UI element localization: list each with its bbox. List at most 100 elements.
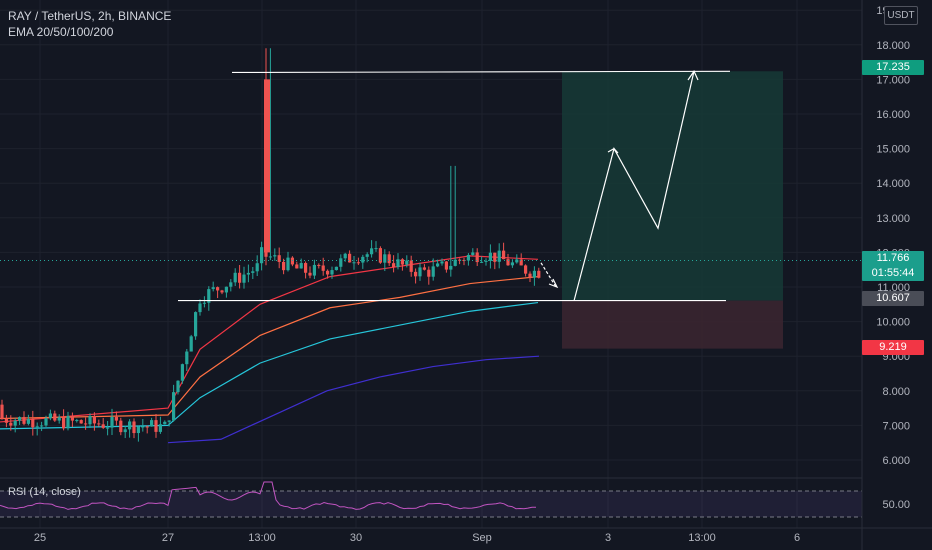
candle-body xyxy=(57,417,61,421)
y-tick-label: 18.000 xyxy=(876,40,910,52)
candle-body xyxy=(216,287,220,291)
candle-body xyxy=(260,247,264,264)
candle-body xyxy=(383,254,387,263)
candle-body xyxy=(532,270,536,278)
ema-line-1 xyxy=(0,255,539,423)
ema-line-2 xyxy=(0,276,539,420)
candle-body xyxy=(286,257,290,271)
candle-body xyxy=(392,263,396,268)
candle-body xyxy=(4,418,8,423)
currency-badge[interactable]: USDT xyxy=(884,6,918,25)
candle-body xyxy=(422,267,426,270)
candle-body xyxy=(101,424,105,428)
drop-arrowhead xyxy=(548,278,559,289)
candle-body xyxy=(528,273,532,278)
candle-body xyxy=(348,253,352,263)
projection-arrowhead xyxy=(687,70,699,81)
target-zone xyxy=(562,71,783,301)
projection-path xyxy=(573,71,695,301)
grid-lines xyxy=(0,0,862,528)
candle-body xyxy=(352,262,356,264)
candle-body xyxy=(22,417,26,424)
candle-body xyxy=(106,427,110,429)
candle-body xyxy=(176,380,180,393)
candle-body xyxy=(53,413,57,421)
candle-body xyxy=(211,287,215,290)
candle-body xyxy=(18,417,22,421)
candle-body xyxy=(427,269,431,277)
candle-body xyxy=(356,262,360,264)
candle-body xyxy=(370,248,374,255)
candle-body xyxy=(475,252,479,263)
rsi-tick-label: 50.00 xyxy=(882,499,910,511)
candle-body xyxy=(119,420,123,433)
drop-arrow xyxy=(540,262,557,288)
spike-candle-body xyxy=(264,79,270,253)
last-price-value: 11.766 xyxy=(876,252,910,264)
candle-body xyxy=(339,258,343,267)
stop-price-tag: 9.219 xyxy=(862,340,924,355)
candle-body xyxy=(88,416,92,425)
candle-body xyxy=(251,271,255,273)
candle-body xyxy=(198,303,202,313)
candle-body xyxy=(484,260,488,262)
candle-body xyxy=(273,255,277,257)
candle-body xyxy=(436,263,440,267)
candle-body xyxy=(44,418,48,426)
candle-body xyxy=(79,420,83,424)
symbol-title: RAY / TetherUS, 2h, BINANCE xyxy=(8,9,172,23)
resistance-line xyxy=(231,70,731,74)
candle-body xyxy=(172,392,176,421)
candle-body xyxy=(242,274,246,283)
candle-body xyxy=(224,286,228,293)
y-tick-label: 8.000 xyxy=(882,386,910,398)
candle-body xyxy=(145,426,149,428)
candle-body xyxy=(493,252,497,262)
y-tick-label: 16.000 xyxy=(876,109,910,121)
candle-body xyxy=(163,421,167,425)
candle-body xyxy=(202,302,206,304)
candle-body xyxy=(312,264,316,276)
candle-body xyxy=(444,261,448,270)
candle-body xyxy=(440,261,444,264)
x-tick-label: 6 xyxy=(794,532,800,544)
candle-body xyxy=(150,420,154,427)
candle-body xyxy=(233,272,237,283)
candle-body xyxy=(453,259,457,266)
y-tick-label: 15.000 xyxy=(876,144,910,156)
candle-body xyxy=(506,259,510,266)
candle-body xyxy=(449,265,453,270)
candle-body xyxy=(502,250,506,260)
candle-body xyxy=(246,272,250,275)
y-tick-label: 14.000 xyxy=(876,178,910,190)
candle-body xyxy=(330,270,334,275)
candle-body xyxy=(128,421,132,430)
candle-body xyxy=(238,272,242,283)
candle-body xyxy=(519,259,523,266)
y-tick-label: 6.000 xyxy=(882,455,910,467)
candle-body xyxy=(110,416,114,428)
x-tick-label: 3 xyxy=(605,532,611,544)
rsi-line xyxy=(0,481,537,510)
candle-body xyxy=(207,289,211,303)
candle-body xyxy=(497,250,501,262)
candle-body xyxy=(141,426,145,428)
entry-price-tag: 10.607 xyxy=(862,291,924,306)
y-tick-label: 10.000 xyxy=(876,317,910,329)
candle-body xyxy=(132,421,136,434)
candle-body xyxy=(66,416,70,429)
ema-indicator-label[interactable]: EMA 20/50/100/200 xyxy=(8,25,114,39)
candle-body xyxy=(97,423,101,425)
candle-body xyxy=(9,422,13,426)
candle-body xyxy=(431,266,435,277)
x-tick-label: 13:00 xyxy=(688,532,716,544)
candle-body xyxy=(295,264,299,269)
candles xyxy=(0,48,541,442)
candle-body xyxy=(405,260,409,265)
candle-body xyxy=(317,264,321,266)
candle-body xyxy=(480,261,484,263)
candle-body xyxy=(409,260,413,272)
stop-zone xyxy=(562,300,783,349)
candle-body xyxy=(414,271,418,277)
